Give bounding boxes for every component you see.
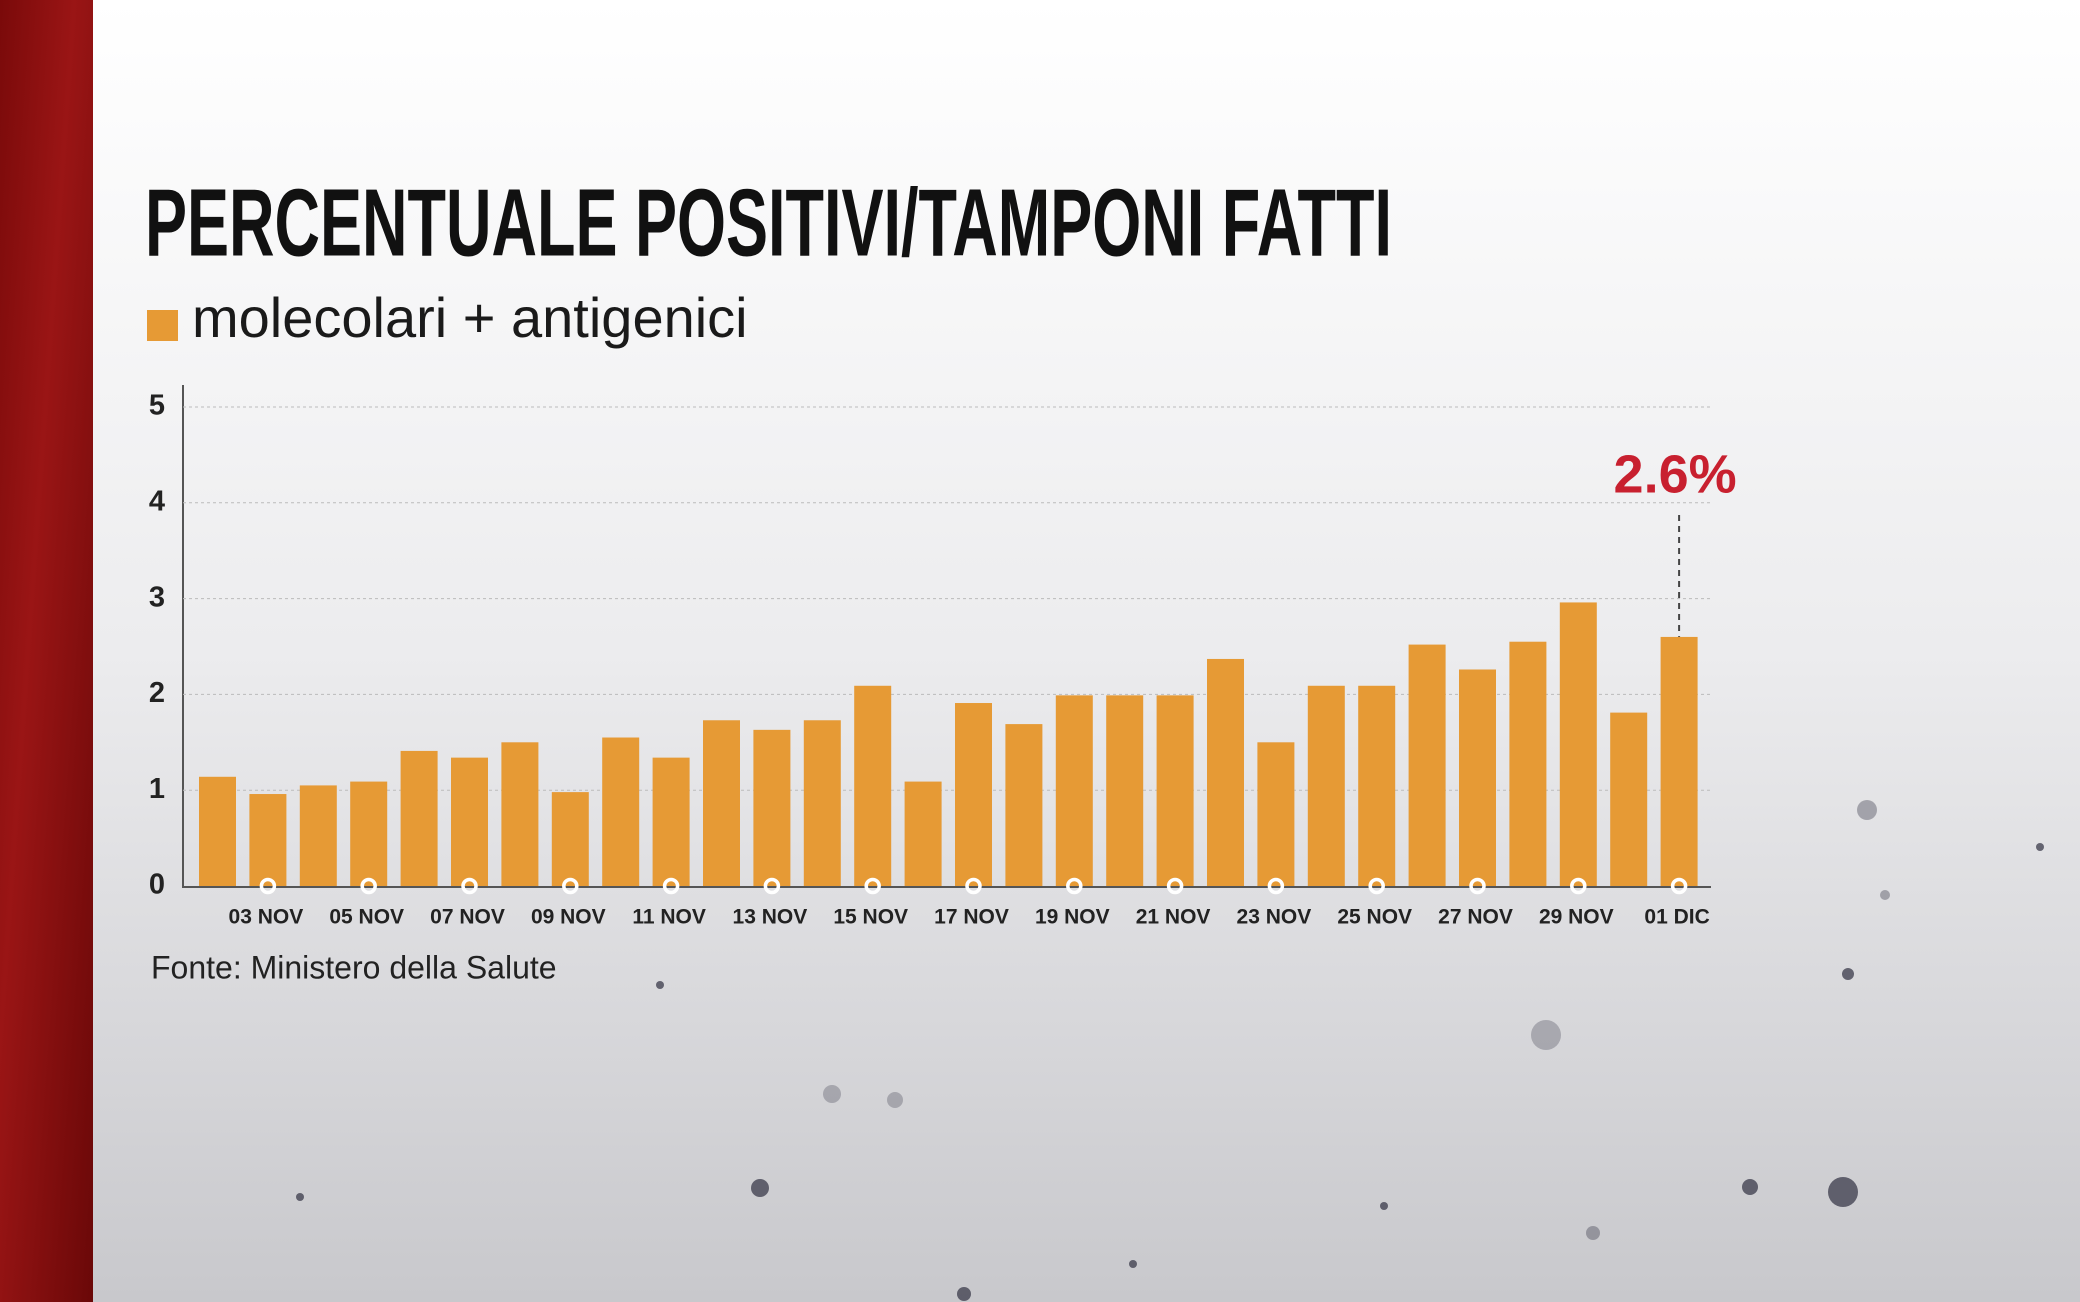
x-tick-label: 05 NOV bbox=[329, 906, 404, 929]
bar bbox=[703, 720, 740, 886]
tick-marker bbox=[562, 877, 579, 895]
tick-marker bbox=[1469, 877, 1486, 895]
bar bbox=[803, 720, 841, 886]
y-tick-label: 3 bbox=[149, 581, 165, 613]
tick-marker bbox=[259, 877, 277, 895]
tick-marker bbox=[965, 877, 982, 895]
x-tick-label: 27 NOV bbox=[1438, 906, 1513, 929]
y-tick-label: 0 bbox=[149, 869, 165, 901]
bar bbox=[249, 794, 287, 886]
x-tick-label: 13 NOV bbox=[733, 906, 808, 929]
bar bbox=[1156, 695, 1194, 886]
tick-marker bbox=[1267, 877, 1285, 895]
legend-label: molecolari + antigenici bbox=[192, 286, 748, 349]
bar bbox=[753, 729, 791, 886]
bar bbox=[1307, 685, 1345, 886]
x-tick-label: 21 NOV bbox=[1136, 906, 1211, 929]
bar bbox=[501, 742, 539, 886]
bar bbox=[299, 785, 337, 886]
bar bbox=[904, 781, 942, 886]
x-tick-label: 29 NOV bbox=[1539, 906, 1614, 929]
bar bbox=[451, 757, 488, 886]
bar bbox=[551, 792, 589, 886]
x-tick-label: 03 NOV bbox=[229, 906, 304, 929]
tick-marker bbox=[864, 877, 881, 895]
tick-marker bbox=[1066, 877, 1083, 895]
tick-marker bbox=[662, 877, 680, 895]
bar bbox=[350, 781, 388, 886]
bar bbox=[400, 750, 438, 886]
bar bbox=[1660, 636, 1698, 886]
bar bbox=[1005, 724, 1043, 886]
bar bbox=[1358, 685, 1396, 886]
bar bbox=[1257, 742, 1295, 886]
x-tick-label: 25 NOV bbox=[1337, 906, 1412, 929]
x-tick-label: 01 DIC bbox=[1644, 906, 1709, 929]
bar bbox=[1106, 695, 1144, 886]
tick-marker bbox=[461, 877, 478, 895]
x-tick-label: 11 NOV bbox=[632, 906, 706, 929]
bar bbox=[652, 757, 690, 886]
tick-marker bbox=[1670, 877, 1688, 895]
side-band bbox=[0, 0, 93, 1302]
bar bbox=[1610, 712, 1648, 886]
bar bbox=[1055, 695, 1093, 886]
bar bbox=[602, 737, 640, 886]
bar bbox=[1207, 658, 1244, 886]
bar bbox=[1559, 602, 1597, 886]
bar bbox=[955, 703, 992, 886]
chart-title: PERCENTUALE POSITIVI/TAMPONI FATTI bbox=[145, 169, 1392, 276]
x-tick-label: 19 NOV bbox=[1035, 906, 1110, 929]
y-tick-label: 5 bbox=[149, 390, 165, 422]
tick-marker bbox=[1368, 877, 1385, 895]
bar bbox=[1459, 669, 1496, 886]
tick-marker bbox=[1570, 877, 1587, 895]
decor-dots bbox=[296, 800, 2044, 1301]
x-tick-label: 23 NOV bbox=[1237, 906, 1312, 929]
y-tick-label: 1 bbox=[149, 773, 165, 805]
tick-marker bbox=[360, 877, 377, 895]
bar bbox=[1509, 641, 1547, 886]
y-tick-label: 2 bbox=[149, 677, 165, 709]
bar bbox=[1408, 644, 1446, 886]
source: Fonte: Ministero della Salute bbox=[151, 949, 557, 985]
value-label: 2.6% bbox=[1614, 444, 1737, 504]
bar bbox=[199, 776, 236, 886]
tick-marker bbox=[1166, 877, 1184, 895]
y-tick-label: 4 bbox=[149, 485, 165, 517]
x-tick-label: 07 NOV bbox=[430, 906, 505, 929]
tick-marker bbox=[763, 877, 781, 895]
x-tick-label: 17 NOV bbox=[934, 906, 1009, 929]
x-tick-label: 09 NOV bbox=[531, 906, 606, 929]
bar bbox=[854, 685, 892, 886]
x-tick-label: 15 NOV bbox=[833, 906, 908, 929]
legend-swatch bbox=[147, 310, 178, 341]
